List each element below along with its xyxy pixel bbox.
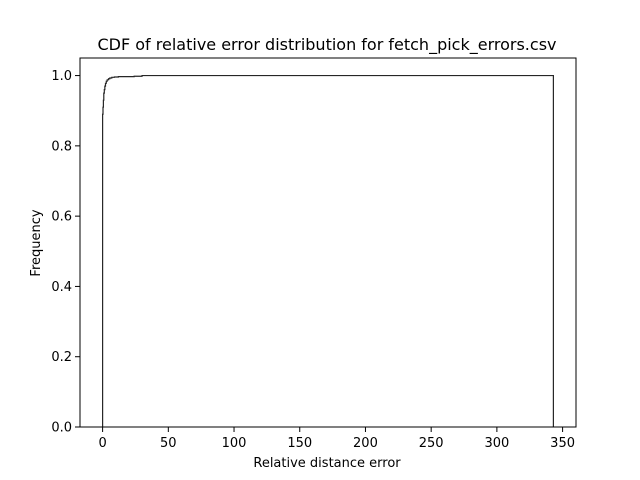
x-tick-label: 300 [484, 436, 509, 451]
x-axis-ticks: 0 50 100 150 200 250 300 350 [98, 427, 575, 451]
x-tick-label: 200 [353, 436, 378, 451]
x-axis-label: Relative distance error [253, 456, 401, 471]
y-tick-label: 0.4 [51, 280, 72, 295]
x-tick-label: 350 [550, 436, 575, 451]
y-tick-label: 0.8 [51, 139, 72, 154]
y-axis-ticks: 0.0 0.2 0.4 0.6 0.8 1.0 [51, 69, 80, 436]
plot-area [102, 74, 554, 427]
x-tick-label: 0 [98, 436, 106, 451]
y-tick-label: 0.2 [51, 350, 72, 365]
x-tick-label: 250 [419, 436, 444, 451]
y-tick-label: 0.0 [51, 421, 72, 436]
cdf-step-line [102, 74, 554, 427]
x-tick-label: 150 [287, 436, 312, 451]
y-tick-label: 0.6 [51, 210, 72, 225]
chart-title: CDF of relative error distribution for f… [97, 35, 556, 55]
y-axis-label: Frequency [29, 209, 44, 276]
x-tick-label: 50 [160, 436, 177, 451]
axes-frame [79, 57, 577, 428]
y-tick-label: 1.0 [51, 69, 72, 84]
x-tick-label: 100 [222, 436, 247, 451]
